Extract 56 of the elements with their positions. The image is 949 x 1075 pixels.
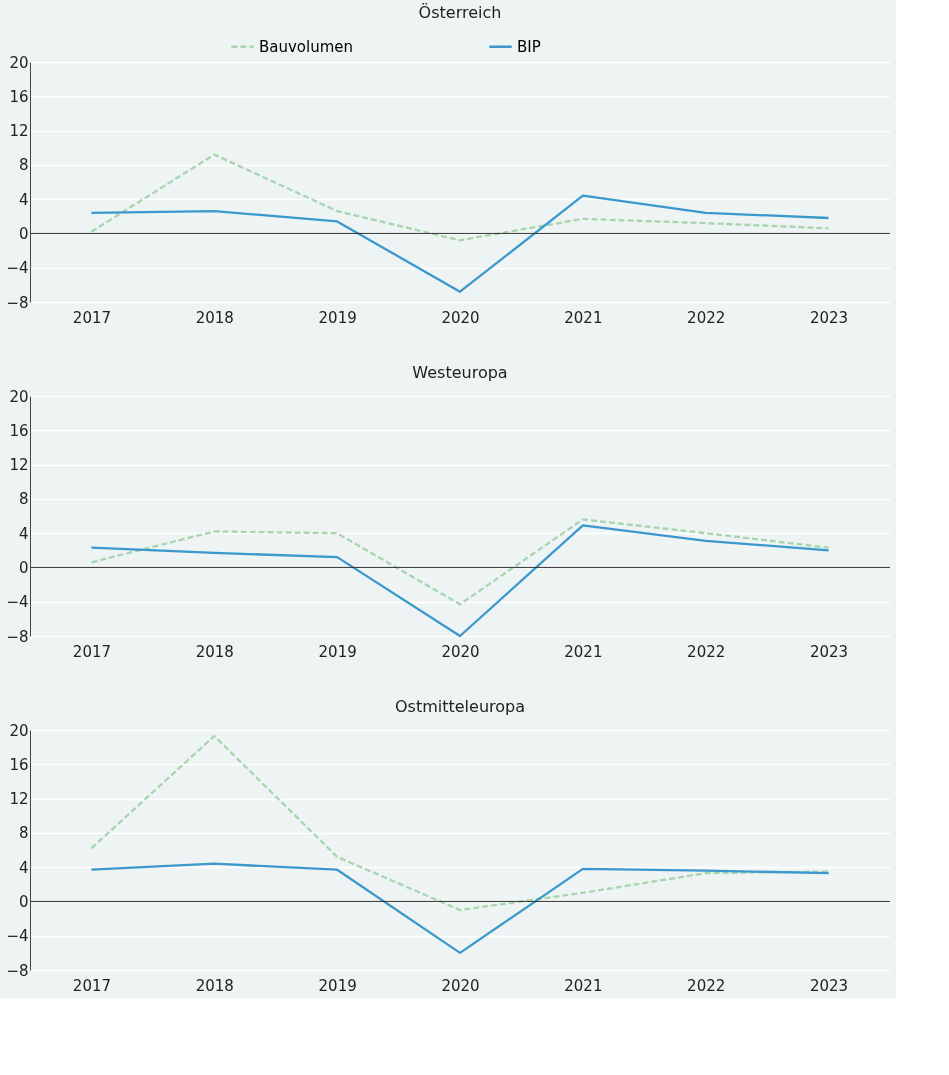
y-tick-label: 16 <box>9 421 29 440</box>
chart-title: Westeuropa <box>412 363 508 382</box>
x-tick-label: 2018 <box>195 976 234 995</box>
line-series <box>90 518 830 606</box>
line-series <box>90 862 830 955</box>
x-tick-label: 2019 <box>318 976 357 995</box>
x-tick-label: 2021 <box>564 308 603 327</box>
x-tick-label: 2022 <box>687 976 726 995</box>
y-tick-label: −8 <box>6 961 29 980</box>
x-tick-label: 2021 <box>564 642 603 661</box>
x-tick-label: 2021 <box>564 976 603 995</box>
chart-title: Österreich <box>418 3 502 22</box>
y-tick-label: 16 <box>9 87 29 106</box>
y-tick-label: 4 <box>18 858 29 877</box>
x-tick-label: 2017 <box>72 308 112 327</box>
y-tick-label: 12 <box>9 790 29 809</box>
line-series <box>90 524 830 638</box>
x-tick-label: 2023 <box>809 642 849 661</box>
x-tick-label: 2020 <box>441 308 480 327</box>
y-tick-label: 8 <box>18 824 29 843</box>
y-tick-label: 4 <box>18 190 29 209</box>
y-tick-label: −4 <box>6 259 29 278</box>
x-tick-label: 2023 <box>809 976 849 995</box>
x-tick-label: 2022 <box>687 308 726 327</box>
y-tick-label: −8 <box>6 627 29 646</box>
x-tick-label: 2019 <box>318 308 357 327</box>
line-series <box>90 734 830 912</box>
y-tick-label: −8 <box>6 293 29 312</box>
line-series <box>90 153 830 242</box>
y-tick-label: 20 <box>9 53 29 72</box>
y-tick-label: 0 <box>18 892 29 911</box>
y-tick-label: 0 <box>18 558 29 577</box>
x-tick-label: 2020 <box>441 976 480 995</box>
y-tick-label: 20 <box>9 721 29 740</box>
x-tick-label: 2018 <box>195 642 234 661</box>
y-tick-label: 8 <box>18 490 29 509</box>
y-tick-label: 12 <box>9 456 29 475</box>
x-tick-label: 2022 <box>687 642 726 661</box>
x-tick-label: 2018 <box>195 308 234 327</box>
y-tick-label: 0 <box>18 224 29 243</box>
y-tick-label: 20 <box>9 387 29 406</box>
y-tick-label: 8 <box>18 156 29 175</box>
y-tick-label: −4 <box>6 927 29 946</box>
x-tick-label: 2020 <box>441 642 480 661</box>
line-series <box>90 194 830 293</box>
x-tick-label: 2019 <box>318 642 357 661</box>
legend-label: BIP <box>517 37 541 56</box>
x-tick-label: 2023 <box>809 308 849 327</box>
x-tick-label: 2017 <box>72 642 112 661</box>
legend-label: Bauvolumen <box>259 37 354 56</box>
y-tick-label: −4 <box>6 593 29 612</box>
y-tick-label: 16 <box>9 755 29 774</box>
x-tick-label: 2017 <box>72 976 112 995</box>
y-tick-label: 4 <box>18 524 29 543</box>
chart-title: Ostmitteleuropa <box>394 697 526 716</box>
y-tick-label: 12 <box>9 122 29 141</box>
